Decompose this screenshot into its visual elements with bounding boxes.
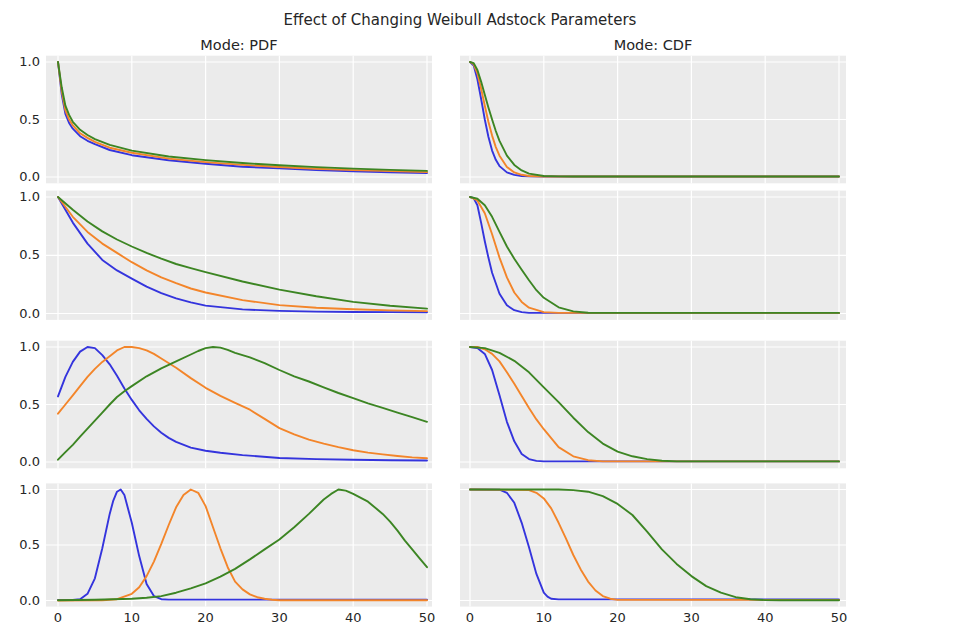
x-tick-label: 20	[186, 610, 226, 626]
y-tick-label: 0.5	[0, 112, 40, 128]
y-tick-label: 0.5	[0, 537, 40, 553]
x-tick-label: 10	[524, 610, 564, 626]
y-tick-label: 0.0	[0, 169, 40, 185]
chart-canvas	[0, 0, 960, 640]
x-tick-label: 30	[259, 610, 299, 626]
y-tick-label: 1.0	[0, 339, 40, 355]
x-tick-label: 40	[745, 610, 785, 626]
x-tick-label: 30	[671, 610, 711, 626]
x-tick-label: 50	[407, 610, 447, 626]
y-tick-label: 1.0	[0, 189, 40, 205]
x-tick-label: 50	[819, 610, 859, 626]
y-tick-label: 1.0	[0, 482, 40, 498]
x-tick-label: 0	[450, 610, 490, 626]
y-tick-label: 0.5	[0, 397, 40, 413]
y-tick-label: 0.0	[0, 454, 40, 470]
x-tick-label: 10	[112, 610, 152, 626]
x-tick-label: 0	[38, 610, 78, 626]
y-tick-label: 1.0	[0, 54, 40, 70]
x-tick-label: 20	[598, 610, 638, 626]
figure: Effect of Changing Weibull Adstock Param…	[0, 0, 960, 640]
x-tick-label: 40	[333, 610, 373, 626]
y-tick-label: 0.0	[0, 593, 40, 609]
y-tick-label: 0.5	[0, 247, 40, 263]
y-tick-label: 0.0	[0, 306, 40, 322]
